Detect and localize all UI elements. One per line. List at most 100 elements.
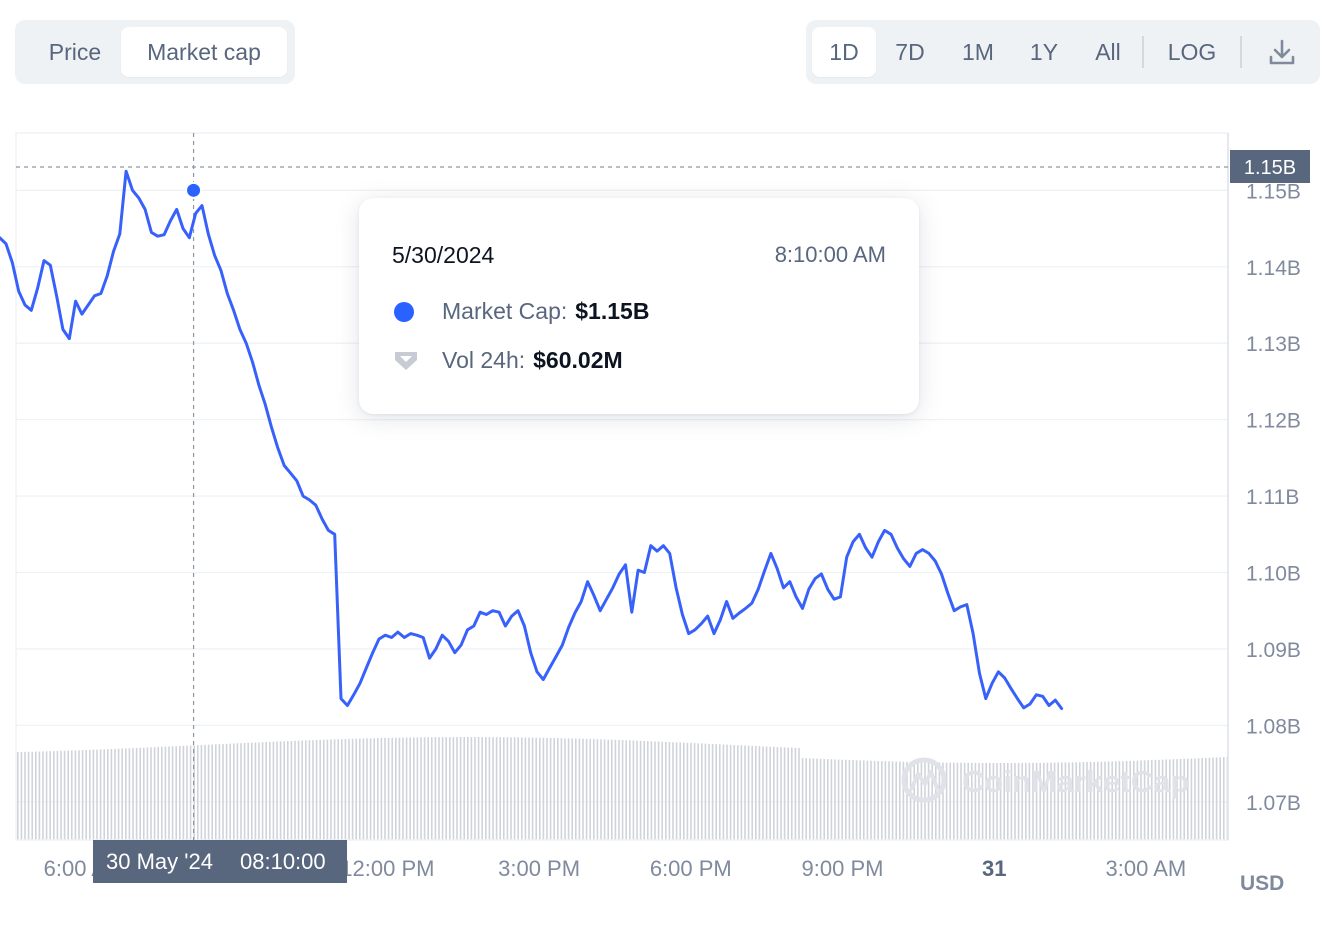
volume-bar	[945, 762, 948, 840]
volume-bar	[715, 744, 717, 840]
volume-bar	[571, 738, 573, 840]
volume-bar	[747, 745, 750, 840]
volume-bar	[290, 740, 293, 840]
volume-bar	[913, 761, 915, 840]
volume-bar	[985, 762, 987, 840]
volume-bar	[161, 746, 163, 840]
volume-bar	[240, 743, 242, 840]
range-1d[interactable]: 1D	[812, 27, 876, 77]
volume-bar	[143, 747, 145, 840]
volume-bar	[441, 737, 444, 840]
volume-bar	[884, 761, 887, 840]
volume-bar	[312, 740, 314, 840]
volume-bar	[1014, 762, 1016, 840]
volume-bar	[848, 759, 851, 840]
volume-bar	[567, 738, 570, 840]
volume-bar	[211, 744, 213, 840]
log-toggle[interactable]: LOG	[1167, 39, 1217, 65]
volume-bar	[823, 759, 825, 840]
volume-bar	[366, 738, 368, 840]
volume-bar	[42, 751, 44, 840]
volume-bar	[679, 742, 681, 840]
volume-bar	[114, 748, 116, 840]
volume-bar	[643, 740, 645, 840]
volume-bar	[405, 737, 408, 840]
volume-bar	[1129, 760, 1131, 840]
volume-bar	[974, 762, 977, 840]
volume-bar	[1197, 758, 1200, 840]
volume-bar	[708, 743, 710, 840]
volume-bar	[438, 737, 440, 840]
volume-bar	[279, 741, 282, 840]
download-icon[interactable]	[1262, 32, 1302, 72]
volume-bar	[585, 738, 588, 840]
volume-bar	[704, 743, 707, 840]
y-crosshair-badge: 1.15B	[1230, 150, 1310, 183]
watermark: CoinMarketCap	[901, 757, 1189, 803]
volume-bar	[783, 747, 786, 840]
volume-bar	[182, 745, 185, 840]
volume-bar	[168, 746, 170, 840]
volume-bar	[845, 759, 847, 840]
volume-bar	[197, 745, 199, 840]
volume-bar	[1154, 759, 1157, 840]
volume-bar	[308, 740, 311, 840]
volume-bar	[470, 737, 473, 840]
volume-bar	[1010, 762, 1013, 840]
volume-bar	[744, 745, 746, 840]
volume-bar	[215, 744, 217, 840]
volume-bar	[805, 758, 807, 840]
volume-bar	[287, 741, 289, 840]
volume-bar	[1028, 762, 1031, 840]
volume-bar	[1165, 759, 1167, 840]
tooltip-date: 5/30/2024	[392, 242, 495, 268]
volume-bar	[276, 741, 278, 840]
volume-bar	[593, 739, 595, 840]
volume-bar	[31, 751, 33, 840]
volume-bar	[1143, 760, 1146, 840]
volume-bar	[395, 737, 397, 840]
range-1y[interactable]: 1Y	[1029, 39, 1059, 65]
volume-bar	[398, 737, 401, 840]
volume-bar	[1140, 760, 1142, 840]
volume-bar	[146, 747, 149, 840]
volume-bar	[117, 748, 120, 840]
volume-bar	[261, 742, 264, 840]
volume-bar	[647, 741, 649, 840]
volume-bar	[1115, 761, 1117, 840]
volume-bar	[1035, 762, 1038, 840]
tab-price[interactable]: Price	[48, 39, 102, 65]
y-tick-label: 1.13B	[1246, 333, 1301, 356]
volume-bar	[1133, 760, 1135, 840]
volume-bar	[769, 746, 771, 840]
tab-market-cap[interactable]: Market cap	[121, 27, 287, 77]
range-1m[interactable]: 1M	[962, 39, 994, 65]
y-tick-label: 1.12B	[1246, 410, 1301, 433]
volume-bar	[85, 749, 87, 840]
x-tick-label: 3:00 PM	[498, 856, 580, 881]
volume-bar	[521, 737, 523, 840]
volume-bar	[377, 738, 379, 840]
volume-bar	[539, 737, 541, 840]
divider	[1142, 36, 1144, 68]
volume-bar	[758, 746, 761, 840]
volume-bar	[175, 746, 177, 840]
volume-bar	[809, 758, 811, 840]
volume-bar	[971, 762, 973, 840]
volume-bar	[996, 762, 998, 840]
volume-bar	[333, 739, 336, 840]
volume-bar	[243, 742, 246, 840]
volume-bar	[294, 740, 296, 840]
range-all[interactable]: All	[1095, 39, 1121, 65]
range-7d[interactable]: 7D	[895, 39, 925, 65]
volume-bar	[1223, 757, 1225, 840]
volume-bar	[254, 742, 257, 840]
volume-bar	[1068, 762, 1070, 840]
volume-bar	[553, 738, 555, 840]
volume-bar	[1003, 762, 1005, 840]
volume-bar	[794, 747, 797, 840]
volume-bar	[96, 749, 98, 840]
volume-bar	[531, 737, 534, 840]
volume-bar	[1118, 761, 1121, 840]
